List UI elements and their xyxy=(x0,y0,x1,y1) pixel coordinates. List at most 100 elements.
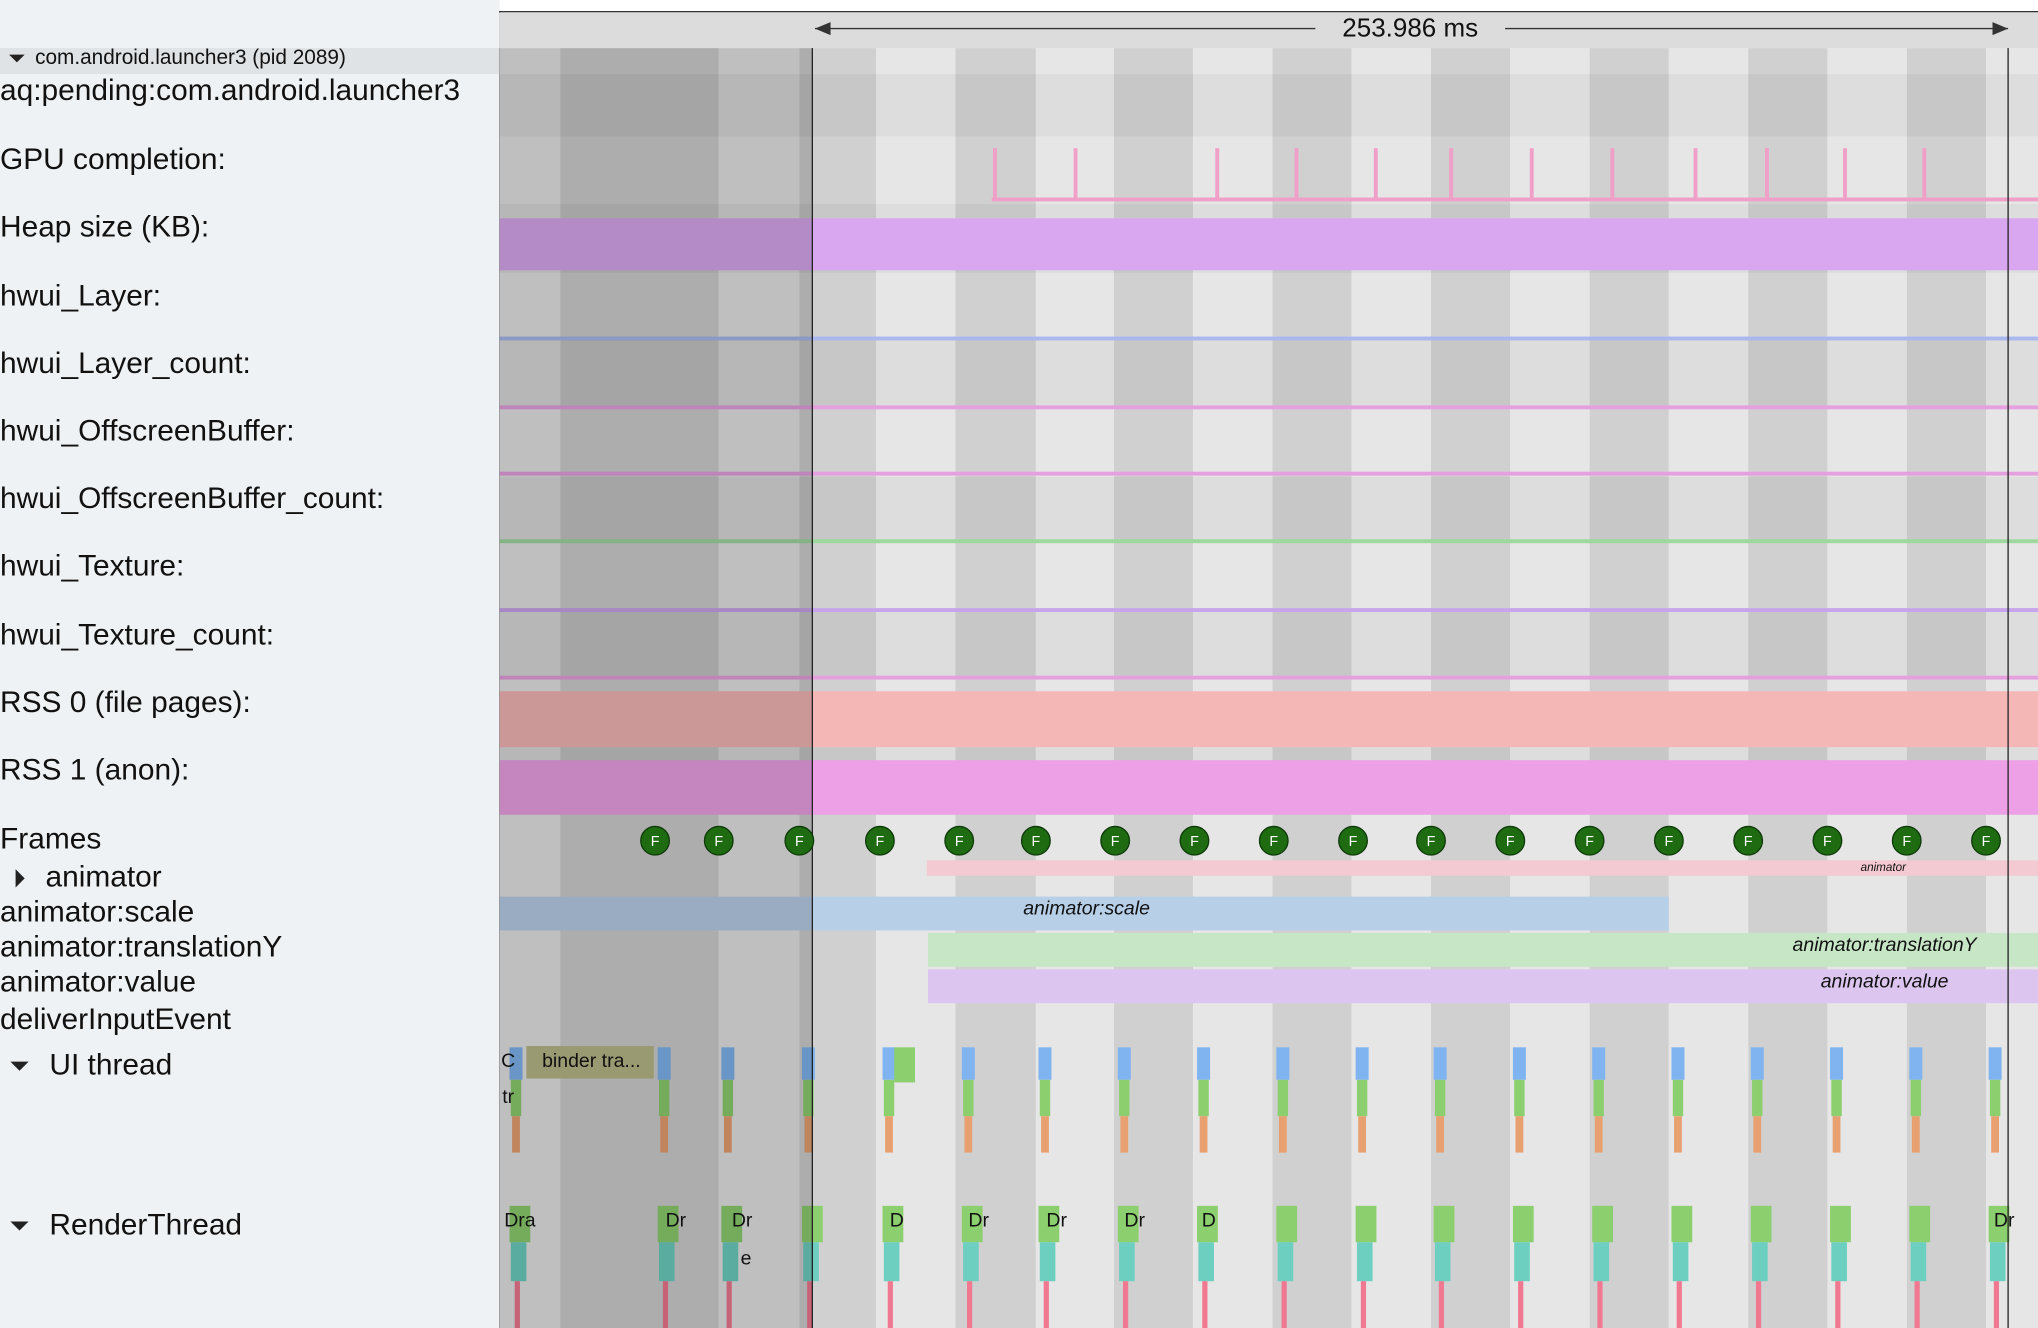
frame-marker xyxy=(1812,825,1843,856)
render-slice xyxy=(509,1205,531,1243)
ui-slice xyxy=(1355,1047,1369,1080)
frame-marker xyxy=(1258,825,1289,856)
render-slice xyxy=(1277,1242,1294,1282)
render-slice xyxy=(1281,1281,1287,1328)
ui-slice xyxy=(894,1047,916,1083)
frame-marker-label: F xyxy=(1506,834,1515,850)
ui-slice xyxy=(1514,1079,1525,1117)
ruler xyxy=(499,0,2038,12)
track-label: GPU completion: xyxy=(0,143,226,176)
gpu-spike xyxy=(1693,148,1698,201)
selection-bar xyxy=(499,12,2038,49)
ui-slice xyxy=(1358,1116,1367,1153)
render-slice xyxy=(662,1281,669,1328)
render-slice xyxy=(807,1281,813,1328)
frame-marker-label: F xyxy=(955,834,964,850)
ui-slice xyxy=(1198,1079,1209,1117)
expand-icon[interactable] xyxy=(15,869,25,888)
render-slice xyxy=(657,1205,679,1243)
counter-line xyxy=(499,405,2038,410)
track-label-panel xyxy=(0,0,500,1328)
ui-slice xyxy=(1674,1116,1682,1153)
gpu-spike xyxy=(1765,148,1769,201)
render-slice xyxy=(883,1242,900,1282)
slice-label: animator:scale xyxy=(1023,898,1150,920)
ui-slice xyxy=(1988,1047,2002,1080)
row-band xyxy=(499,476,2038,544)
ui-slice xyxy=(1434,1079,1446,1117)
collapse-icon[interactable] xyxy=(10,1061,29,1071)
ui-slice xyxy=(1910,1079,1922,1117)
track-label: RSS 1 (anon): xyxy=(0,754,189,787)
ui-slice xyxy=(1832,1116,1841,1153)
ui-slice xyxy=(660,1116,669,1153)
frame-marker-label: F xyxy=(1982,834,1991,850)
render-slice xyxy=(1597,1281,1603,1328)
ui-slice xyxy=(1830,1047,1844,1080)
ui-slice xyxy=(510,1079,522,1117)
track-label: animator:value xyxy=(0,966,196,999)
counter-line xyxy=(499,336,2038,341)
collapse-icon[interactable] xyxy=(10,1221,29,1231)
ui-slice xyxy=(803,1079,814,1117)
frame-marker xyxy=(1179,825,1210,856)
gpu-spike xyxy=(1529,148,1534,201)
frame-marker xyxy=(944,825,975,856)
frame-marker-label: F xyxy=(1585,834,1594,850)
counter-line xyxy=(499,539,2038,544)
render-slice xyxy=(1593,1242,1610,1282)
ui-slice xyxy=(964,1116,973,1153)
render-slice xyxy=(1989,1242,2006,1282)
ui-slice xyxy=(885,1116,893,1153)
frame-marker-label: F xyxy=(1665,834,1674,850)
render-slice xyxy=(1914,1281,1920,1328)
frame-marker-label: F xyxy=(1190,834,1199,850)
gpu-spike xyxy=(1073,148,1078,201)
slice-label: Dr xyxy=(1994,1210,2015,1232)
render-slice xyxy=(882,1205,904,1243)
ui-slice xyxy=(1119,1079,1130,1117)
ui-slice xyxy=(1671,1047,1685,1080)
gpu-spike xyxy=(1610,148,1615,201)
frame-marker-label: F xyxy=(1823,834,1832,850)
slice xyxy=(526,1046,654,1079)
frame-marker-label: F xyxy=(795,834,804,850)
ui-slice xyxy=(1592,1047,1606,1080)
frame-marker-label: F xyxy=(1744,834,1753,850)
render-slice xyxy=(1993,1281,2000,1328)
ui-slice xyxy=(1356,1079,1368,1117)
slice-label: Dr xyxy=(732,1210,753,1232)
frame-marker-label: F xyxy=(1032,834,1041,850)
collapse-icon[interactable] xyxy=(9,54,25,63)
process-header[interactable] xyxy=(0,48,500,75)
slice-label: Dra xyxy=(504,1210,536,1232)
frame-marker xyxy=(784,825,815,856)
ui-slice xyxy=(1989,1079,2001,1117)
process-title: com.android.launcher3 (pid 2089) xyxy=(35,46,346,69)
track-label: hwui_OffscreenBuffer_count: xyxy=(0,482,384,515)
gpu-spike xyxy=(1294,148,1299,201)
frame-marker xyxy=(864,825,895,856)
ui-slice xyxy=(1276,1047,1290,1080)
outside-selection xyxy=(499,48,813,1328)
frame-marker xyxy=(1891,825,1922,856)
gpu-spike xyxy=(1922,148,1927,201)
ui-slice xyxy=(1593,1079,1604,1117)
render-slice xyxy=(1202,1281,1208,1328)
ui-slice xyxy=(1750,1047,1764,1080)
render-slice xyxy=(1276,1205,1298,1243)
slice xyxy=(926,860,2038,876)
render-slice xyxy=(1988,1205,2010,1243)
ui-slice xyxy=(882,1047,896,1080)
slice xyxy=(928,932,2038,967)
track-label: Heap size (KB): xyxy=(0,211,209,244)
slice xyxy=(499,896,1669,931)
track-label: animator:translationY xyxy=(0,930,282,963)
track-label: hwui_Texture_count: xyxy=(0,619,274,652)
slice xyxy=(928,969,2038,1004)
render-slice xyxy=(514,1281,520,1328)
render-slice xyxy=(1518,1281,1524,1328)
counter-line xyxy=(499,608,2038,613)
